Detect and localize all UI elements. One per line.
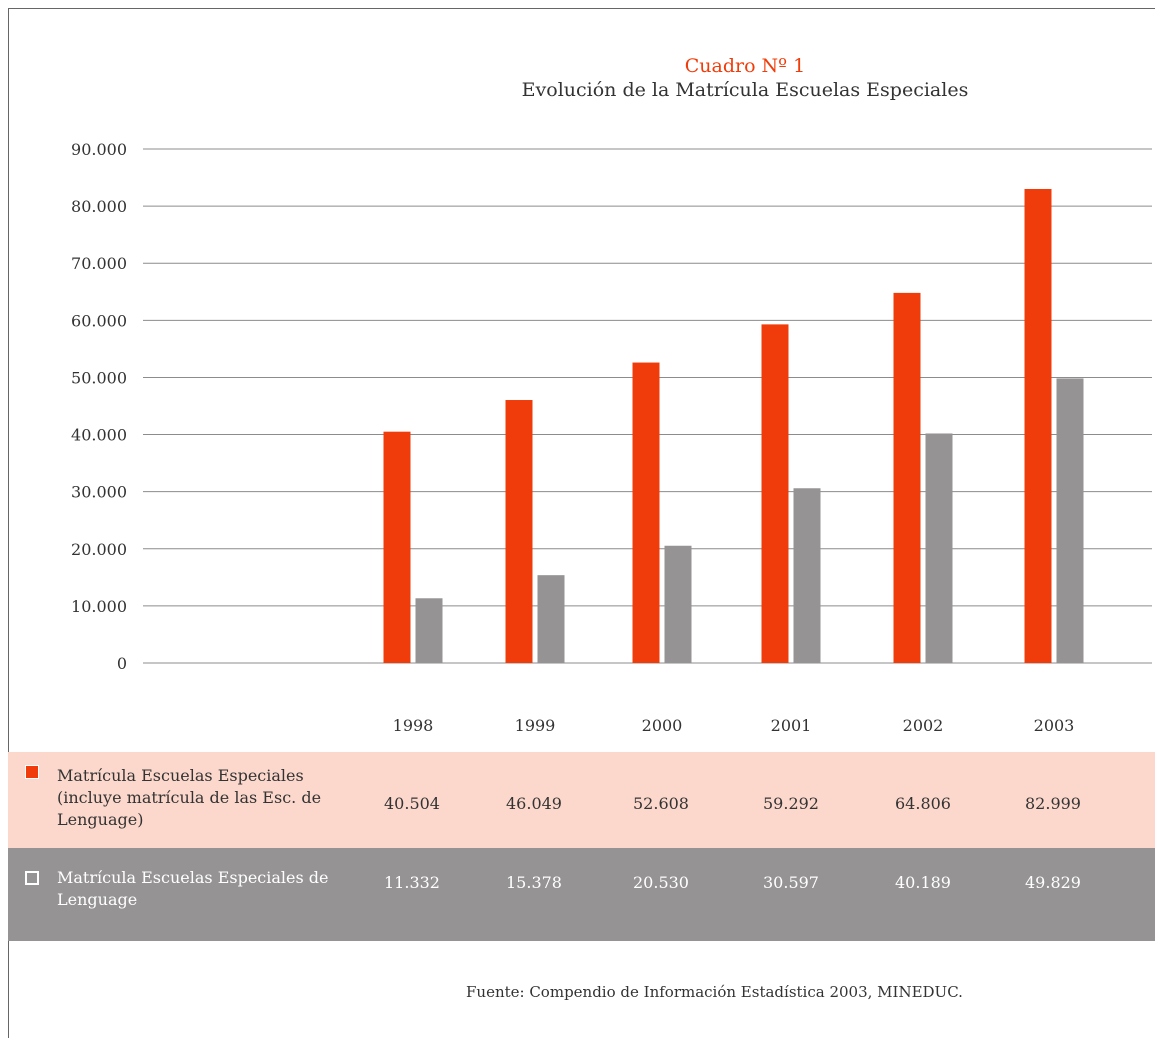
value-cell: 59.292 <box>763 794 819 813</box>
chart-subtitle: Evolución de la Matrícula Escuelas Espec… <box>521 79 969 101</box>
legend-swatch-orange <box>25 765 39 779</box>
bar-especiales-1999 <box>505 400 533 663</box>
legend-row-especiales: Matrícula Escuelas Especiales (incluye m… <box>8 752 1155 848</box>
bar-lenguage-1998 <box>415 598 443 663</box>
value-cell: 82.999 <box>1025 794 1081 813</box>
y-axis: 90.000 80.000 70.000 60.000 50.000 40.000 30.0… <box>71 140 127 673</box>
value-cell: 40.504 <box>384 794 440 813</box>
legend-swatch-gray <box>25 871 39 885</box>
y-tick-label: 90.000 <box>71 140 127 159</box>
bar-especiales-2000 <box>632 362 660 663</box>
bar-lenguage-2001 <box>793 488 821 663</box>
bar-lenguage-2003 <box>1056 378 1084 663</box>
bar-chart: 90.000 80.000 70.000 60.000 50.000 40.000 30.0… <box>71 140 1152 735</box>
y-tick-label: 0 <box>117 654 127 673</box>
legend-row-lenguage: Matrícula Escuelas Especiales de Lenguag… <box>8 848 1155 941</box>
source-note: Fuente: Compendio de Información Estadís… <box>466 983 963 1001</box>
y-tick-label: 30.000 <box>71 483 127 502</box>
x-tick-label: 2003 <box>1034 716 1075 735</box>
x-axis: 1998 1999 2000 2001 2002 2003 <box>393 716 1075 735</box>
value-cell: 40.189 <box>895 873 951 892</box>
y-tick-label: 50.000 <box>71 368 127 387</box>
value-cell: 30.597 <box>763 873 819 892</box>
value-cell: 64.806 <box>895 794 951 813</box>
chart-frame <box>8 8 1155 1038</box>
value-cell: 20.530 <box>633 873 689 892</box>
bars <box>383 188 1084 663</box>
value-cell: 49.829 <box>1025 873 1081 892</box>
chart-title: Cuadro Nº 1 <box>684 55 806 77</box>
chart-title-block: Cuadro Nº 1 Evolución de la Matrícula Es… <box>0 54 1155 102</box>
y-tick-label: 60.000 <box>71 311 127 330</box>
value-cell: 11.332 <box>384 873 440 892</box>
bar-lenguage-2000 <box>664 545 692 663</box>
value-cell: 52.608 <box>633 794 689 813</box>
bar-lenguage-1999 <box>537 575 565 663</box>
y-tick-label: 20.000 <box>71 540 127 559</box>
bar-especiales-2003 <box>1024 188 1052 663</box>
y-tick-label: 40.000 <box>71 426 127 445</box>
x-tick-label: 2002 <box>903 716 944 735</box>
value-cell: 46.049 <box>506 794 562 813</box>
bar-especiales-1998 <box>383 431 411 663</box>
x-tick-label: 1999 <box>515 716 556 735</box>
x-tick-label: 2001 <box>771 716 812 735</box>
y-tick-label: 70.000 <box>71 254 127 273</box>
legend-label-especiales: Matrícula Escuelas Especiales (incluye m… <box>57 766 322 829</box>
value-cell: 15.378 <box>506 873 562 892</box>
x-tick-label: 2000 <box>642 716 683 735</box>
bar-especiales-2002 <box>893 292 921 663</box>
y-tick-label: 10.000 <box>71 597 127 616</box>
legend-label-lenguage: Matrícula Escuelas Especiales de Lenguag… <box>57 868 329 909</box>
bar-lenguage-2002 <box>925 433 953 663</box>
y-tick-label: 80.000 <box>71 197 127 216</box>
bar-especiales-2001 <box>761 324 789 663</box>
x-tick-label: 1998 <box>393 716 434 735</box>
